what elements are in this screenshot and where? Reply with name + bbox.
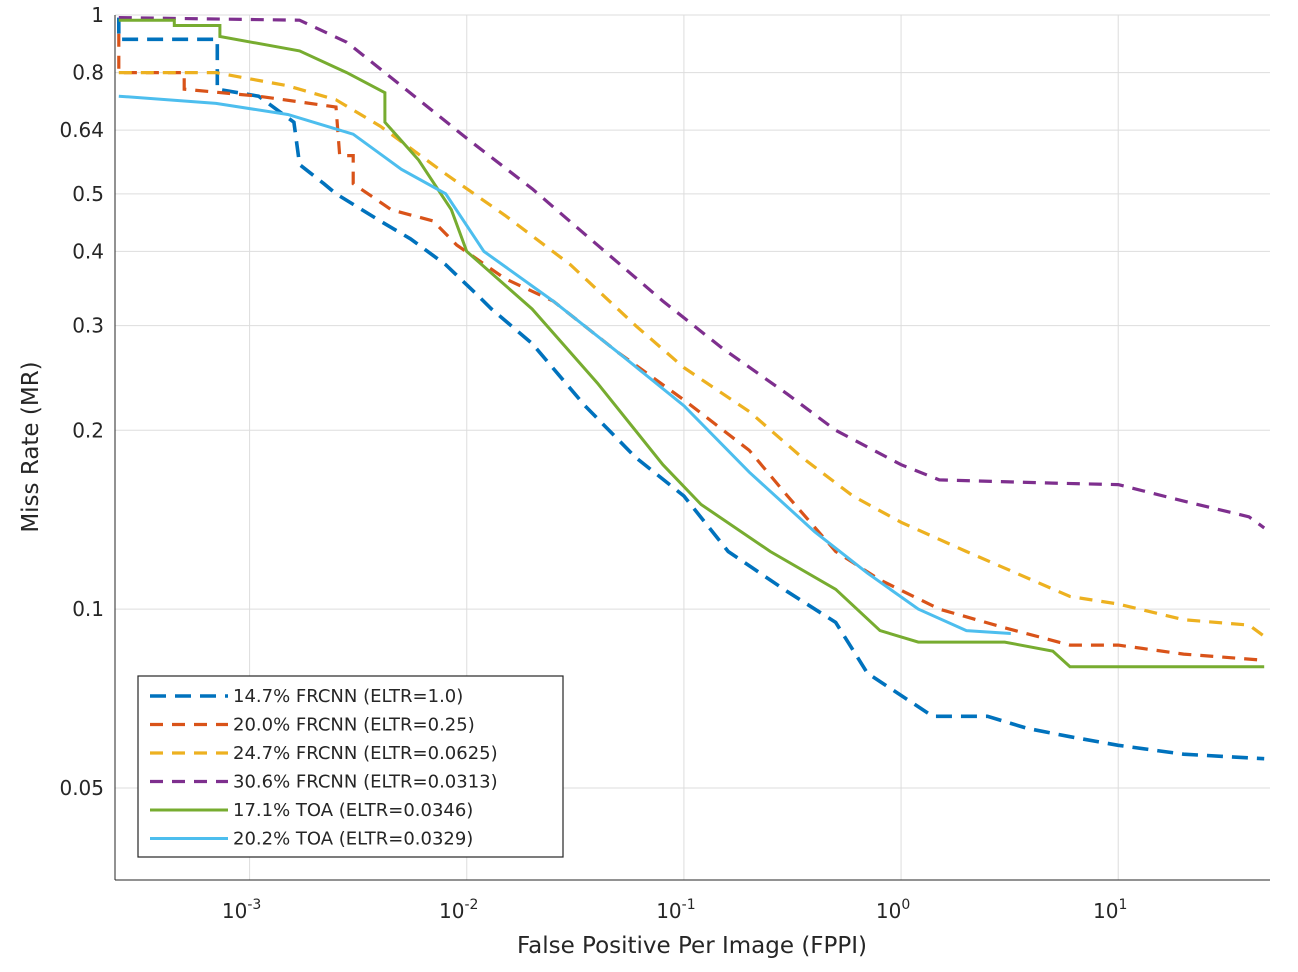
series-line-3	[118, 71, 1266, 638]
series-lines	[117, 16, 1266, 761]
legend-box	[137, 675, 564, 858]
series-line-2	[117, 33, 1265, 662]
y-tick-label: 0.4	[72, 239, 104, 263]
y-tick-labels: 0.05 0.1 0.2 0.3 0.4 0.5 0.64 0.8 1	[59, 3, 104, 800]
x-tick-label: 10-2	[439, 897, 478, 923]
x-tick-labels: 10-3 10-2 10-1 100 101	[222, 897, 1128, 923]
y-tick-label: 1	[91, 3, 104, 27]
grid	[115, 14, 1270, 880]
series-line-1	[117, 17, 1265, 761]
x-tick-label: 10-3	[222, 897, 261, 923]
y-tick-label: 0.1	[72, 597, 104, 621]
y-tick-label: 0.5	[72, 182, 104, 206]
y-axis-label: Miss Rate (MR)	[18, 361, 44, 532]
axes	[114, 15, 1270, 881]
series-line-5	[118, 18, 1265, 669]
series-line-6	[118, 94, 1011, 635]
series-line-4	[118, 16, 1266, 530]
y-tick-label: 0.3	[72, 314, 104, 338]
x-tick-label: 101	[1093, 897, 1127, 923]
legend-label-6: 20.2% TOA (ELTR=0.0329)	[233, 829, 473, 850]
y-tick-label: 0.8	[72, 61, 104, 85]
legend-label-2: 20.0% FRCNN (ELTR=0.25)	[233, 715, 475, 736]
legend-label-3: 24.7% FRCNN (ELTR=0.0625)	[233, 743, 498, 764]
y-tick-label: 0.05	[59, 776, 104, 800]
y-tick-label: 0.64	[59, 118, 104, 142]
legend-label-1: 14.7% FRCNN (ELTR=1.0)	[233, 686, 463, 707]
x-tick-label: 10-1	[656, 897, 695, 923]
legend-label-5: 17.1% TOA (ELTR=0.0346)	[233, 800, 473, 821]
legend: 14.7% FRCNN (ELTR=1.0) 20.0% FRCNN (ELTR=…	[137, 675, 564, 858]
y-tick-label: 0.2	[72, 418, 104, 442]
legend-label-4: 30.6% FRCNN (ELTR=0.0313)	[233, 772, 498, 793]
x-axis-label: False Positive Per Image (FPPI)	[517, 933, 867, 959]
x-tick-label: 100	[876, 897, 910, 923]
